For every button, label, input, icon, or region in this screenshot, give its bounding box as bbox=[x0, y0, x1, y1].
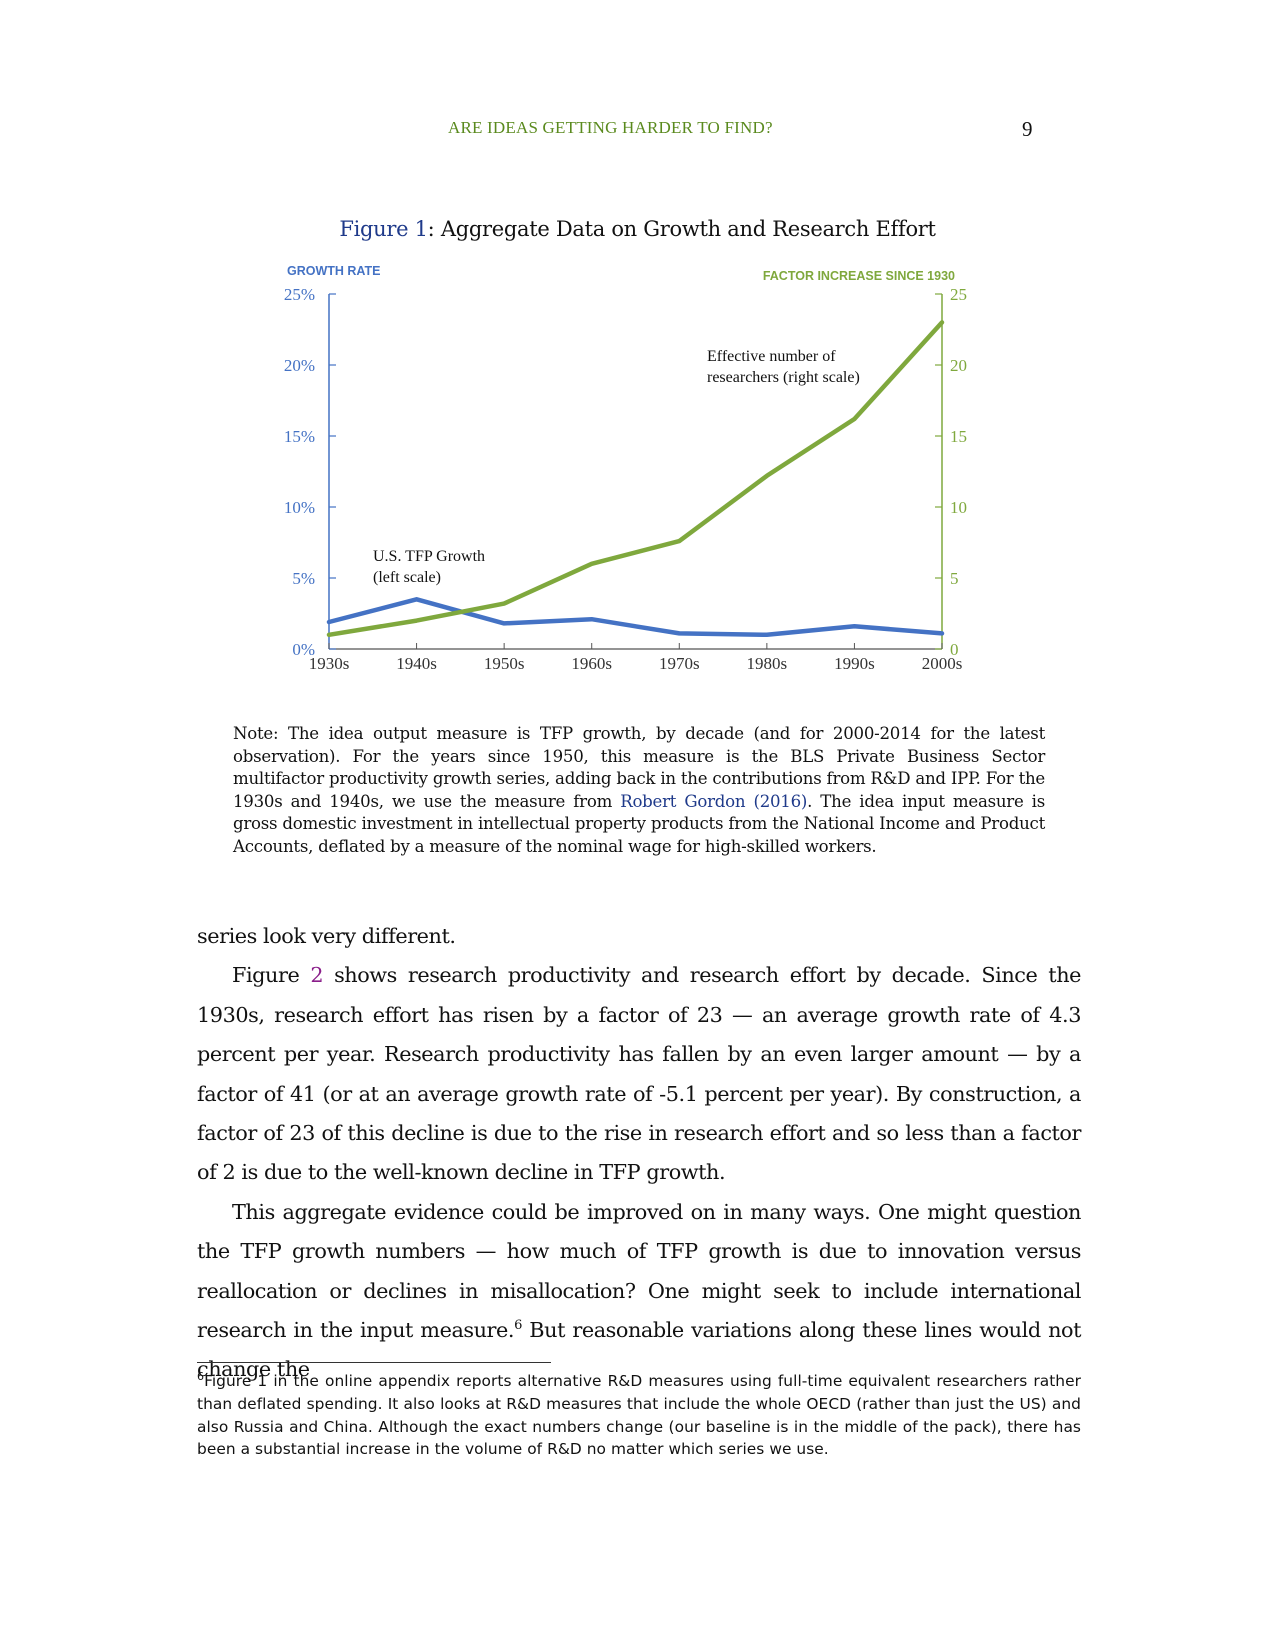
figure-label-link[interactable]: Figure 1 bbox=[339, 217, 428, 241]
note-text-1: Note: The idea output measure is TFP gro… bbox=[233, 724, 1045, 811]
right-y-tick-label: 15 bbox=[950, 427, 967, 446]
figure-2-link[interactable]: 2 bbox=[310, 963, 324, 988]
right-y-tick-label: 5 bbox=[950, 569, 959, 588]
page-number: 9 bbox=[1022, 117, 1033, 141]
footnote-6-marker[interactable]: 6 bbox=[514, 1318, 522, 1334]
left-y-tick-label: 20% bbox=[284, 356, 315, 375]
x-tick-label: 1980s bbox=[747, 654, 788, 673]
paragraph-figure-2: Figure 2 shows research productivity and… bbox=[197, 956, 1081, 1192]
x-tick-label: 2000s bbox=[922, 654, 963, 673]
figure-caption: Figure 1: Aggregate Data on Growth and R… bbox=[0, 217, 1275, 241]
footnote-text: Figure 1 in the online appendix reports … bbox=[197, 1372, 1081, 1459]
left-y-tick-label: 10% bbox=[284, 498, 315, 517]
tfp-growth-line bbox=[326, 597, 945, 638]
right-y-tick-label: 10 bbox=[950, 498, 967, 517]
right-y-tick-label: 0 bbox=[950, 640, 959, 659]
figure-note: Note: The idea output measure is TFP gro… bbox=[233, 723, 1045, 859]
x-tick-label: 1990s bbox=[834, 654, 875, 673]
x-tick-label: 1950s bbox=[484, 654, 525, 673]
left-y-tick-label: 25% bbox=[284, 285, 315, 304]
running-head: ARE IDEAS GETTING HARDER TO FIND? 9 bbox=[0, 117, 1275, 141]
p3-text-before: This aggregate evidence could be improve… bbox=[197, 1199, 1081, 1343]
figure-1-chart: 0% 5% 10% 15% 20% 25% 0 5 10 15 20 25 1930s 1940s 1950… bbox=[0, 255, 1275, 695]
paragraph-continuation: series look very different. bbox=[197, 924, 456, 948]
tfp-annotation-line-1: U.S. TFP Growth bbox=[373, 548, 485, 565]
x-tick-label: 1970s bbox=[659, 654, 700, 673]
footnote-rule bbox=[197, 1362, 551, 1363]
p3-text-after: But reasonable variations along these li… bbox=[197, 1318, 1082, 1382]
note-citation-link[interactable]: Robert Gordon (2016) bbox=[620, 791, 808, 811]
chart-svg: 0% 5% 10% 15% 20% 25% 0 5 10 15 20 25 1930s 1940s 1950… bbox=[284, 264, 967, 673]
p2-text-before: Figure bbox=[232, 963, 311, 988]
footnote-mark: 6 bbox=[197, 1370, 205, 1383]
researchers-annotation-line-2: researchers (right scale) bbox=[707, 369, 860, 386]
note-text-2: . The idea input measure is gross domest… bbox=[233, 791, 1046, 856]
footnote-6: 6Figure 1 in the online appendix reports… bbox=[197, 1370, 1081, 1461]
x-tick-label: 1930s bbox=[309, 654, 350, 673]
right-y-tick-label: 25 bbox=[950, 285, 967, 304]
tfp-annotation-line-2: (left scale) bbox=[373, 569, 441, 586]
left-y-tick-label: 15% bbox=[284, 427, 315, 446]
researchers-line bbox=[326, 320, 945, 638]
right-y-tick-label: 20 bbox=[950, 356, 967, 375]
left-y-tick-label: 5% bbox=[292, 569, 315, 588]
figure-caption-text: : Aggregate Data on Growth and Research … bbox=[427, 217, 936, 241]
paragraph-aggregate-evidence: This aggregate evidence could be improve… bbox=[197, 1193, 1081, 1390]
x-tick-label: 1960s bbox=[571, 654, 612, 673]
left-y-tick-label: 0% bbox=[292, 640, 315, 659]
researchers-annotation-line-1: Effective number of bbox=[707, 348, 836, 365]
p2-text-after: shows research productivity and research… bbox=[197, 963, 1082, 1185]
running-title: ARE IDEAS GETTING HARDER TO FIND? bbox=[448, 118, 773, 137]
x-tick-label: 1940s bbox=[396, 654, 437, 673]
body-text: series look very different. Figure 2 sho… bbox=[197, 917, 1081, 1390]
right-axis-title: FACTOR INCREASE SINCE 1930 bbox=[763, 269, 955, 283]
left-axis-title: GROWTH RATE bbox=[287, 264, 381, 278]
